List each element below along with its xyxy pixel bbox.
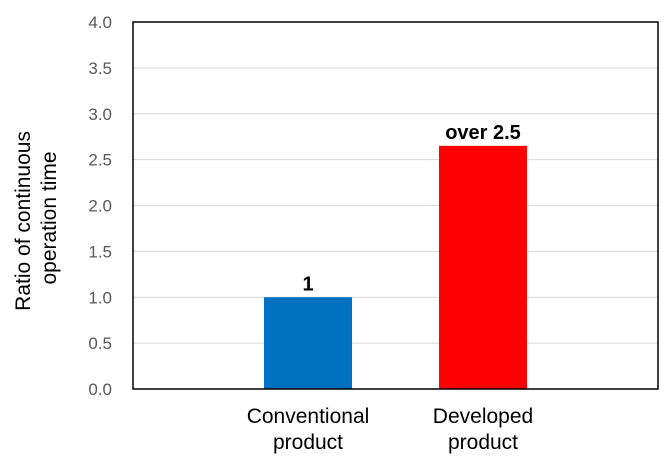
data-labels: 1 over 2.5 — [302, 122, 520, 295]
category-label-line: product — [448, 431, 518, 454]
gridlines — [133, 67, 658, 344]
y-tick-label: 2.5 — [88, 151, 112, 170]
y-axis-title-line-2: operation time — [38, 151, 61, 284]
y-tick-label: 0.0 — [88, 380, 112, 399]
y-tick-label: 0.5 — [88, 334, 112, 353]
y-axis-title: Ratio of continuous operation time — [12, 125, 61, 311]
y-tick-label: 3.0 — [88, 105, 112, 124]
category-label-line: Conventional — [247, 405, 370, 428]
y-tick-label: 1.0 — [88, 288, 112, 307]
data-label: over 2.5 — [445, 122, 521, 144]
category-label-line: product — [273, 431, 343, 454]
category-label: Conventional product — [247, 405, 370, 454]
category-label-line: Developed — [433, 405, 533, 428]
category-label: Developed product — [433, 405, 533, 454]
bar — [264, 297, 352, 389]
data-label: 1 — [302, 273, 313, 295]
plot-frame — [132, 21, 659, 390]
y-tick-label: 3.5 — [88, 59, 112, 78]
y-tick-label: 2.0 — [88, 197, 112, 216]
y-tick-label: 1.5 — [88, 242, 112, 261]
y-tick-labels: 0.0 0.5 1.0 1.5 2.0 2.5 3.0 3.5 4.0 — [88, 13, 112, 399]
bar — [439, 145, 527, 389]
category-labels: Conventional product Developed product — [247, 405, 534, 454]
y-axis-title-line-1: Ratio of continuous — [12, 131, 35, 311]
y-tick-label: 4.0 — [88, 13, 112, 32]
bars — [264, 145, 527, 389]
